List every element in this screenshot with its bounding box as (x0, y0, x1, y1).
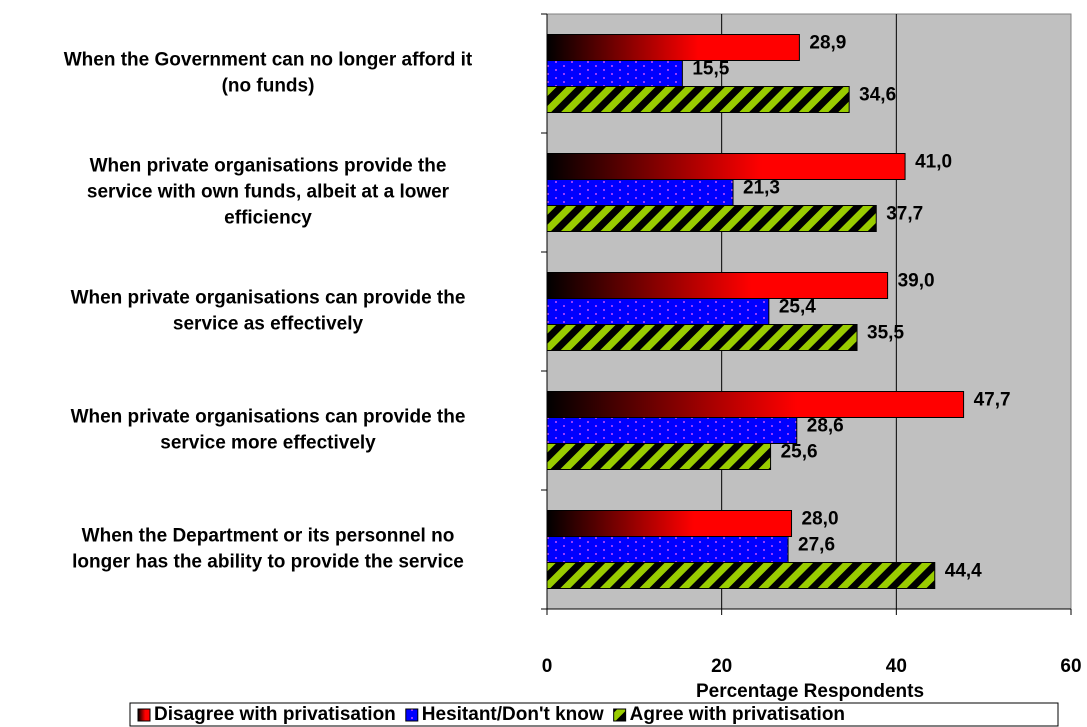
value-label: 41,0 (915, 152, 952, 173)
bar (546, 272, 889, 299)
value-label: 25,6 (781, 442, 818, 463)
legend-label: Agree with privatisation (630, 704, 845, 725)
category-label: When the Government can no longer afford… (64, 50, 473, 71)
bar (546, 324, 858, 351)
x-tick-label: 0 (542, 656, 553, 677)
legend-box (129, 702, 1059, 727)
bar (546, 179, 734, 206)
bar (546, 510, 793, 537)
value-label: 47,7 (974, 390, 1011, 411)
value-label: 21,3 (743, 178, 780, 199)
category-label: When private organisations provide the (90, 156, 447, 177)
category-label: service as effectively (173, 314, 364, 335)
legend-label: Disagree with privatisation (154, 704, 396, 725)
x-tick-label: 40 (886, 656, 907, 677)
legend-label: Hesitant/Don't know (422, 704, 604, 725)
bar (546, 60, 683, 87)
value-label: 25,4 (779, 297, 816, 318)
bar (546, 536, 789, 563)
value-label: 28,0 (802, 509, 839, 530)
value-label: 15,5 (692, 59, 729, 80)
category-label: When the Department or its personnel no (82, 526, 455, 547)
bar (546, 86, 850, 113)
legend-swatch (137, 708, 151, 722)
category-label: service more effectively (160, 433, 376, 454)
category-label: When private organisations can provide t… (71, 288, 466, 309)
bar (546, 153, 906, 180)
bar (546, 562, 936, 589)
bar (546, 298, 770, 325)
bar (546, 417, 798, 444)
bar (546, 443, 772, 470)
value-label: 44,4 (945, 561, 982, 582)
value-label: 28,9 (809, 33, 846, 54)
category-label: longer has the ability to provide the se… (72, 552, 464, 573)
value-label: 34,6 (859, 85, 896, 106)
value-label: 37,7 (886, 204, 923, 225)
bar (546, 34, 800, 61)
value-label: 35,5 (867, 323, 904, 344)
x-tick-label: 20 (711, 656, 732, 677)
value-label: 39,0 (898, 271, 935, 292)
legend-swatch (405, 708, 419, 722)
category-label: efficiency (224, 208, 312, 229)
category-label: When private organisations can provide t… (71, 407, 466, 428)
value-label: 27,6 (798, 535, 835, 556)
bar (546, 205, 877, 232)
category-label: service with own funds, albeit at a lowe… (87, 182, 450, 203)
category-label: (no funds) (222, 76, 315, 97)
legend-swatch (613, 708, 627, 722)
bar (546, 391, 965, 418)
x-tick-label: 60 (1060, 656, 1081, 677)
value-label: 28,6 (807, 416, 844, 437)
x-axis-label: Percentage Respondents (696, 681, 924, 702)
